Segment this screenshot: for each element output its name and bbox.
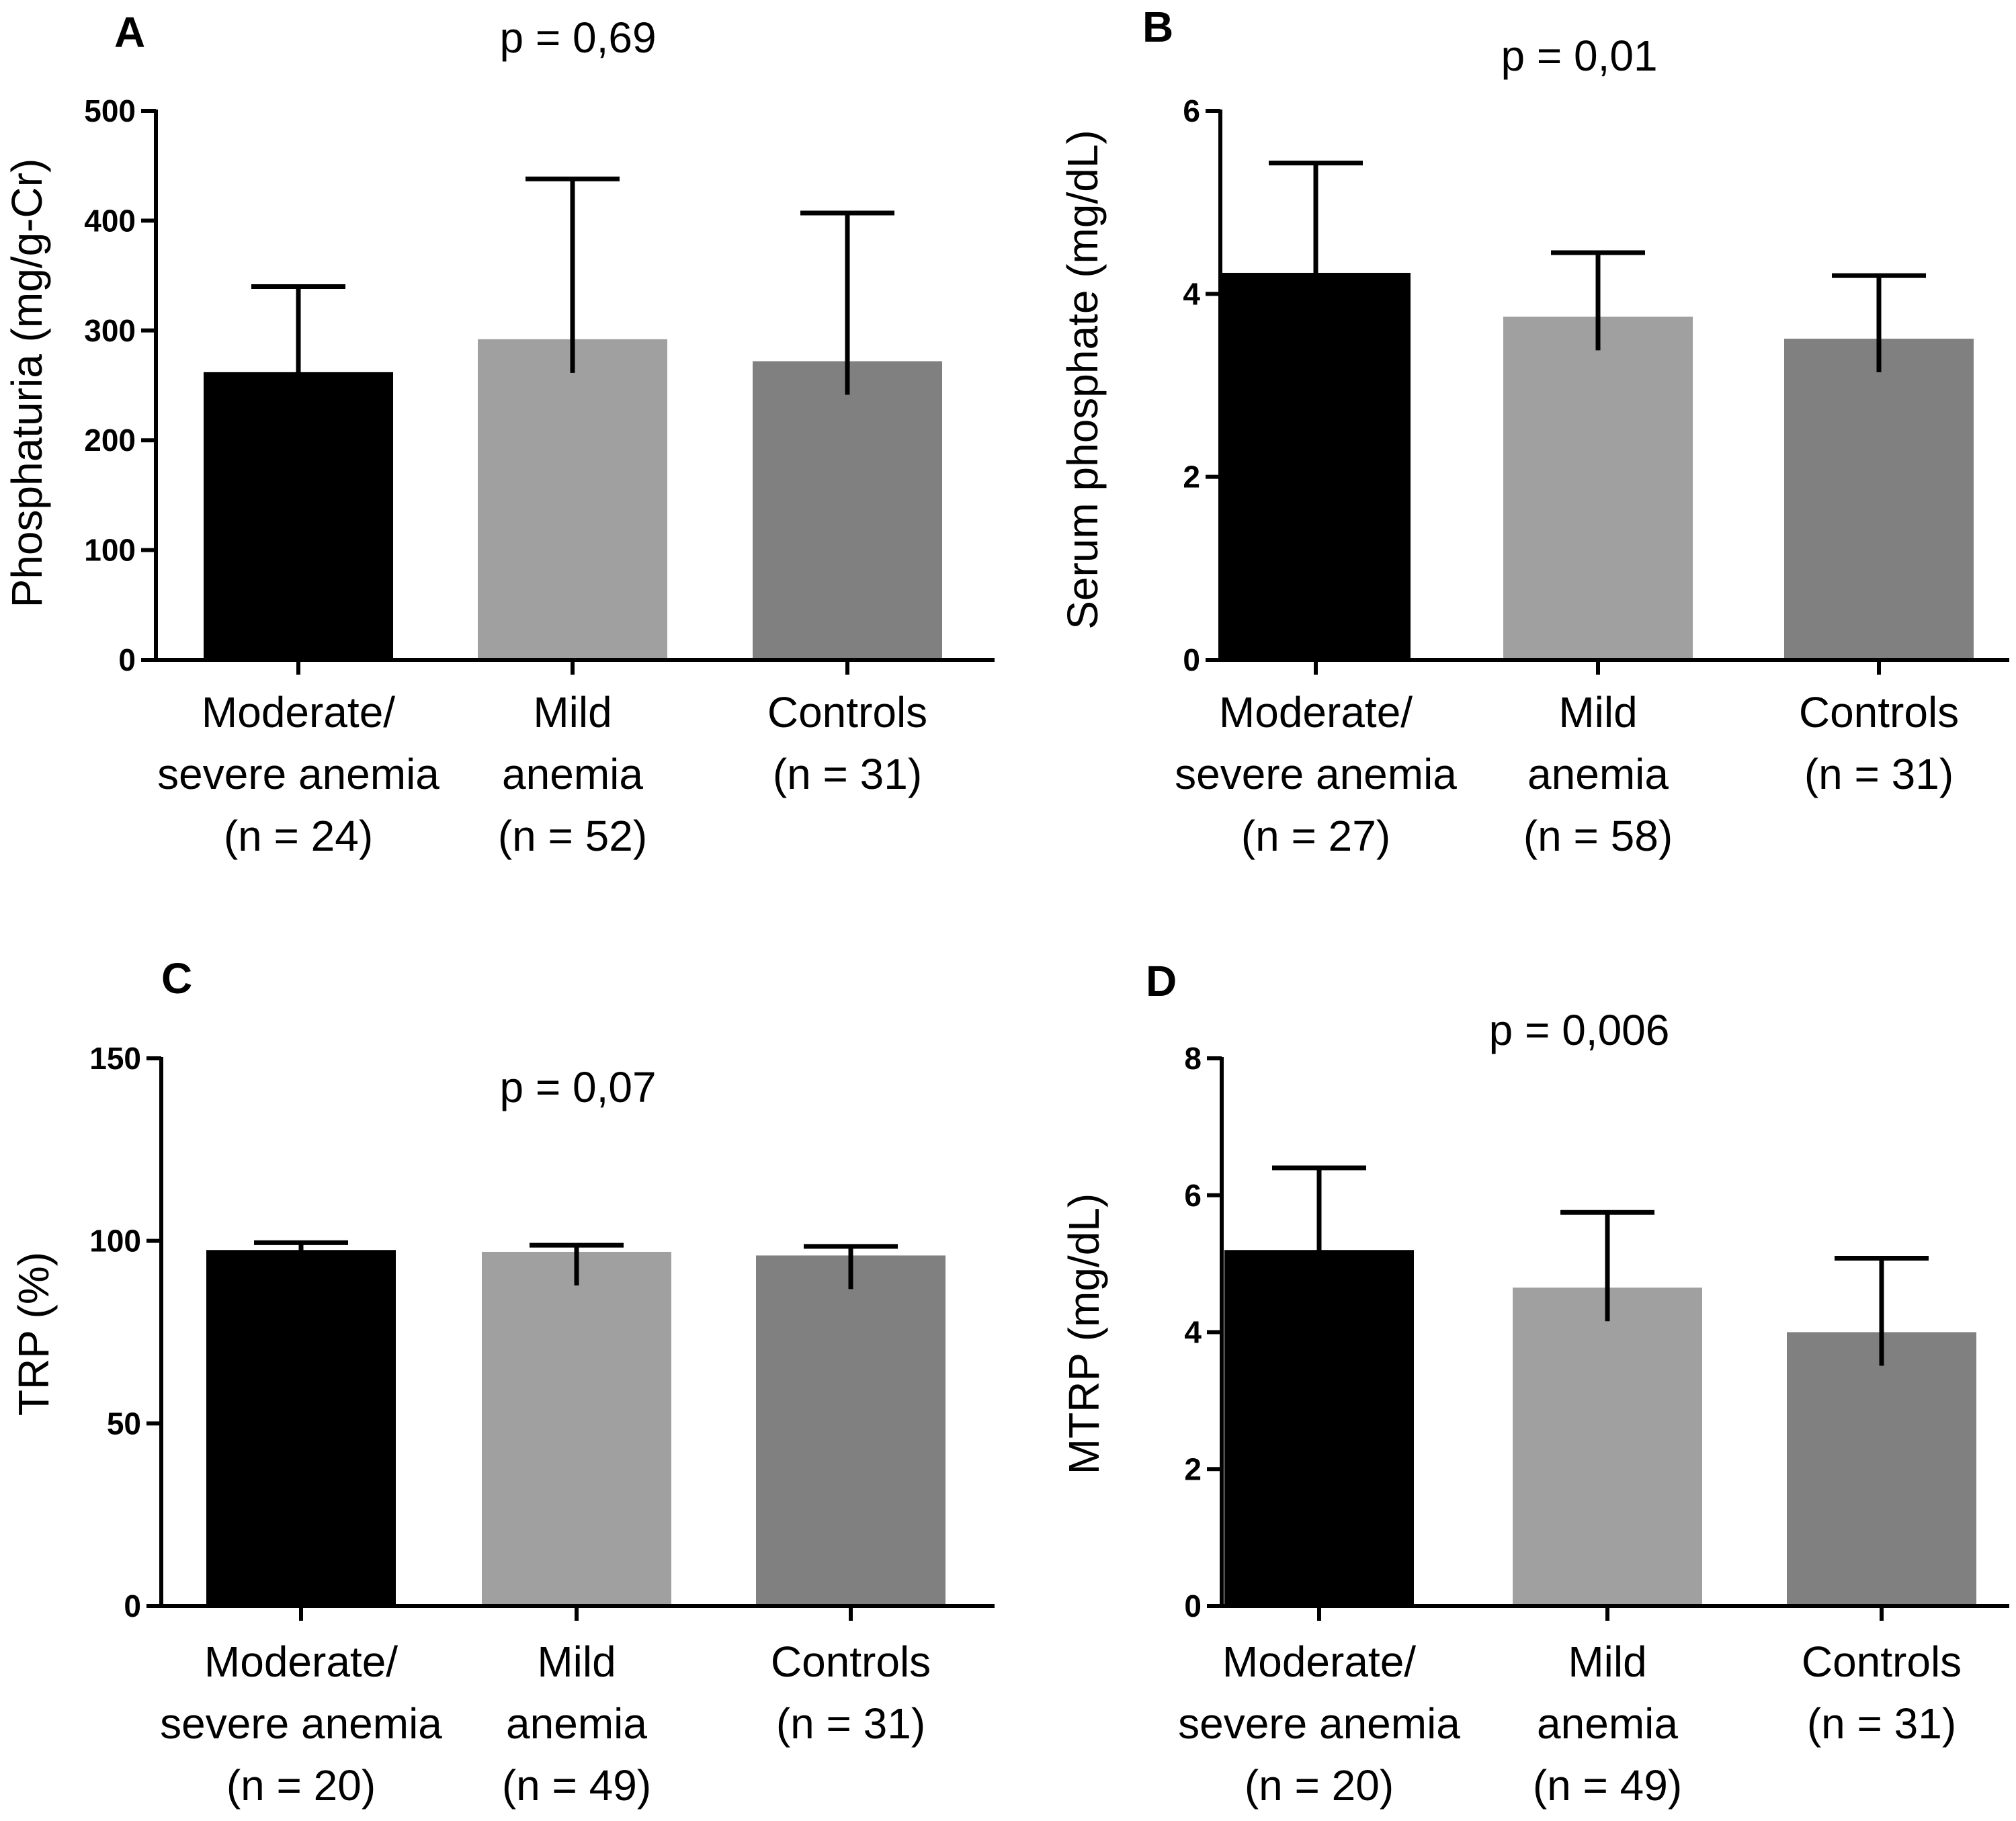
y-axis-label: Phosphaturia (mg/g-Cr) <box>3 159 51 608</box>
bar <box>482 1251 671 1606</box>
x-tick-label: Moderate/ <box>204 1638 398 1686</box>
x-tick-label: (n = 31) <box>776 1699 925 1748</box>
y-axis-label: MTRP (mg/dL) <box>1060 1193 1108 1474</box>
x-tick-label: (n = 49) <box>1533 1761 1682 1810</box>
x-tick-label: (n = 24) <box>224 812 373 860</box>
chart-panel-d: Dp = 0,006 MTRP (mg/dL) 0 2 4 6 8 Moderate/seve… <box>1060 957 2009 1810</box>
y-tick-label: 2 <box>1183 460 1200 495</box>
bar <box>1224 1250 1414 1606</box>
x-tick-label: (n = 31) <box>1807 1699 1956 1748</box>
p-value: p = 0,006 <box>1489 1006 1670 1054</box>
y-tick-label: 150 <box>89 1041 141 1076</box>
x-tick-label: (n = 20) <box>1245 1761 1394 1810</box>
y-axis-label: Serum phosphate (mg/dL) <box>1058 130 1107 630</box>
x-tick-label: Controls <box>771 1638 931 1686</box>
y-axis-label: TRP (%) <box>9 1252 58 1416</box>
x-tick-label: (n = 27) <box>1241 812 1390 860</box>
bar <box>753 361 942 660</box>
x-tick-label: Controls <box>1802 1638 1962 1686</box>
x-tick-label: (n = 49) <box>502 1761 651 1810</box>
x-tick-label: severe anemia <box>157 750 439 798</box>
y-tick-label: 400 <box>84 203 136 238</box>
y-tick-label: 2 <box>1184 1451 1202 1486</box>
bar <box>206 1250 396 1606</box>
bar <box>1784 339 1974 660</box>
y-tick-label: 0 <box>1183 642 1200 677</box>
y-tick-label: 8 <box>1184 1041 1202 1076</box>
y-tick-label: 500 <box>84 93 136 128</box>
bar <box>756 1255 946 1606</box>
y-tick-label: 100 <box>84 533 136 568</box>
bar <box>1503 316 1693 660</box>
x-tick-label: Moderate/ <box>202 688 395 736</box>
x-tick-label: anemia <box>502 750 643 798</box>
x-tick-label: (n = 58) <box>1523 812 1673 860</box>
y-tick-label: 6 <box>1183 93 1200 128</box>
x-tick-label: severe anemia <box>1175 750 1457 798</box>
x-tick-label: Moderate/ <box>1219 688 1413 736</box>
x-tick-label: Controls <box>1799 688 1959 736</box>
y-tick-label: 0 <box>124 1589 141 1623</box>
bar <box>1513 1287 1702 1606</box>
x-tick-label: Mild <box>533 688 612 736</box>
panel-letter: C <box>161 954 192 1003</box>
panel-letter: B <box>1142 3 1173 51</box>
p-value: p = 0,01 <box>1501 32 1657 80</box>
x-tick-label: severe anemia <box>160 1699 442 1748</box>
y-tick-label: 6 <box>1184 1178 1202 1213</box>
bar <box>204 372 393 660</box>
x-tick-label: anemia <box>506 1699 647 1748</box>
x-tick-label: (n = 31) <box>773 750 922 798</box>
bar <box>478 339 667 660</box>
x-tick-label: (n = 20) <box>226 1761 376 1810</box>
bar <box>1787 1332 1976 1606</box>
y-tick-label: 4 <box>1183 276 1200 311</box>
x-tick-label: (n = 52) <box>498 812 647 860</box>
y-tick-label: 50 <box>107 1406 141 1441</box>
x-tick-label: Controls <box>767 688 927 736</box>
panel-letter: D <box>1146 957 1177 1005</box>
y-tick-label: 100 <box>89 1224 141 1259</box>
x-tick-label: Mild <box>1568 1638 1646 1686</box>
panel-letter: A <box>114 8 145 56</box>
x-tick-label: Moderate/ <box>1222 1638 1416 1686</box>
p-value: p = 0,07 <box>499 1063 656 1111</box>
x-tick-label: anemia <box>1527 750 1669 798</box>
chart-panel-b: Bp = 0,01 Serum phosphate (mg/dL) 0 2 4 6 Mode… <box>1058 3 2009 860</box>
bar <box>1221 273 1411 660</box>
y-tick-label: 4 <box>1184 1315 1202 1350</box>
x-tick-label: Mild <box>1558 688 1637 736</box>
x-tick-label: severe anemia <box>1178 1699 1460 1748</box>
y-tick-label: 0 <box>1184 1589 1202 1623</box>
p-value: p = 0,69 <box>499 13 656 62</box>
y-tick-label: 0 <box>118 642 136 677</box>
y-tick-label: 300 <box>84 313 136 348</box>
y-tick-label: 200 <box>84 423 136 458</box>
x-tick-label: Mild <box>537 1638 616 1686</box>
x-tick-label: anemia <box>1537 1699 1678 1748</box>
x-tick-label: (n = 31) <box>1804 750 1954 798</box>
chart-panel-c: Cp = 0,07 TRP (%) 0 50 100 150 Moderate/severe… <box>9 954 995 1810</box>
